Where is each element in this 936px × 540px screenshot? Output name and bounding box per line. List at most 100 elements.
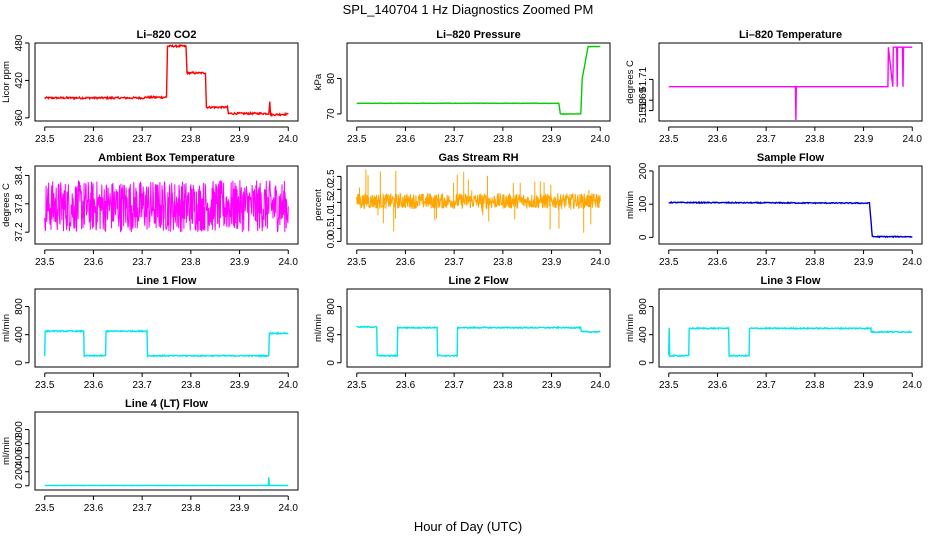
y-tick-label: 0 [326, 360, 337, 366]
y-tick-label: 2.5 [326, 169, 337, 183]
panel-grid: Li–820 CO2 23.5 23.6 23.7 23.8 23.9 24.0 360 420… [1, 29, 923, 514]
y-tick-label: 400 [14, 449, 25, 466]
x-tick-label: 23.7 [444, 257, 464, 268]
y-tick-label: 51.68 [638, 98, 649, 123]
x-tick-label: 23.6 [396, 134, 416, 145]
x-tick-label: 23.7 [756, 380, 776, 391]
y-axis-label: degrees C [625, 60, 636, 104]
y-tick-label: 100 [638, 195, 649, 212]
y-tick-label: 70 [326, 108, 337, 120]
y-tick-label: 360 [14, 109, 25, 126]
x-tick-label: 23.5 [659, 257, 679, 268]
y-tick-label: 0 [14, 360, 25, 366]
y-tick-label: 800 [326, 298, 337, 315]
x-tick-label: 23.9 [542, 257, 562, 268]
x-tick-label: 23.9 [854, 380, 874, 391]
y-axis-label: ml/min [1, 437, 12, 465]
y-tick-label: 400 [326, 326, 337, 343]
plot-frame [34, 411, 299, 491]
panel-6: Sample Flow 23.5 23.6 23.7 23.8 23.9 24.0 0 100 2… [625, 152, 923, 268]
y-tick-label: 38.4 [14, 165, 25, 185]
x-tick-label: 23.8 [181, 503, 201, 514]
plot-frame [658, 288, 923, 368]
x-tick-label: 23.8 [805, 380, 825, 391]
series-line [356, 192, 601, 211]
x-tick-label: 23.8 [181, 380, 201, 391]
x-tick-label: 24.0 [591, 380, 611, 391]
x-tick-label: 23.6 [84, 503, 104, 514]
plot-frame [34, 165, 299, 245]
x-tick-label: 23.7 [756, 134, 776, 145]
x-tick-label: 23.7 [132, 134, 152, 145]
panel-title: Line 4 (LT) Flow [125, 398, 208, 410]
x-tick-label: 23.6 [84, 380, 104, 391]
y-tick-label: 80 [326, 72, 337, 84]
y-tick-label: 0 [638, 234, 649, 240]
x-tick-label: 23.9 [542, 380, 562, 391]
x-tick-label: 23.5 [659, 380, 679, 391]
y-tick-label: 800 [638, 298, 649, 315]
plot-frame [34, 288, 299, 368]
panel-4: Ambient Box Temperature 23.5 23.6 23.7 23.8 2… [1, 152, 299, 268]
y-tick-label: 0.0 [326, 234, 337, 248]
x-tick-label: 23.6 [708, 257, 728, 268]
panel-title: Ambient Box Temperature [98, 152, 235, 164]
plot-frame [346, 165, 611, 245]
x-tick-label: 23.8 [493, 257, 513, 268]
series-line [668, 46, 913, 121]
x-tick-label: 24.0 [903, 134, 923, 145]
x-tick-label: 23.8 [181, 257, 201, 268]
x-tick-label: 24.0 [591, 257, 611, 268]
y-tick-label: 200 [638, 162, 649, 179]
x-tick-label: 23.8 [493, 134, 513, 145]
x-tick-label: 23.5 [347, 257, 367, 268]
panel-7: Line 1 Flow 23.5 23.6 23.7 23.8 23.9 24.0 0 400 8… [1, 275, 299, 391]
y-axis-label: ml/min [313, 314, 324, 342]
y-axis-label: degrees C [1, 183, 12, 227]
y-tick-label: 1.5 [326, 195, 337, 209]
series-line [356, 45, 601, 115]
panel-title: Line 2 Flow [449, 275, 509, 287]
x-tick-label: 23.7 [756, 257, 776, 268]
x-tick-label: 23.5 [347, 380, 367, 391]
x-tick-label: 24.0 [279, 134, 299, 145]
plot-frame [658, 165, 923, 245]
series-line [668, 200, 913, 239]
y-axis-label: kPa [313, 73, 324, 90]
panel-1: Li–820 CO2 23.5 23.6 23.7 23.8 23.9 24.0 360 420… [1, 29, 299, 145]
panel-title: Li–820 Temperature [739, 29, 842, 41]
y-tick-label: 200 [14, 463, 25, 480]
x-tick-label: 24.0 [279, 503, 299, 514]
y-tick-label: 51.69 [638, 87, 649, 112]
x-tick-label: 24.0 [591, 134, 611, 145]
x-tick-label: 24.0 [279, 380, 299, 391]
x-tick-label: 23.5 [659, 134, 679, 145]
x-tick-label: 24.0 [279, 257, 299, 268]
y-axis-label: ml/min [625, 191, 636, 219]
x-tick-label: 24.0 [903, 257, 923, 268]
x-tick-label: 23.7 [444, 134, 464, 145]
y-tick-label: 400 [638, 326, 649, 343]
panel-title: Li–820 Pressure [436, 29, 520, 41]
panel-title: Line 3 Flow [761, 275, 821, 287]
x-tick-label: 23.6 [708, 380, 728, 391]
series-line [44, 328, 289, 359]
x-tick-label: 23.9 [230, 503, 250, 514]
x-tick-label: 23.6 [84, 134, 104, 145]
x-tick-label: 24.0 [903, 380, 923, 391]
figure-title: SPL_140704 1 Hz Diagnostics Zoomed PM [343, 2, 594, 17]
y-tick-label: 420 [14, 72, 25, 89]
x-tick-label: 23.6 [84, 257, 104, 268]
panel-title: Line 1 Flow [137, 275, 197, 287]
y-tick-label: 0 [14, 483, 25, 489]
panel-2: Li–820 Pressure 23.5 23.6 23.7 23.8 23.9 24.0 7… [313, 29, 611, 145]
panel-9: Line 3 Flow 23.5 23.6 23.7 23.8 23.9 24.0 0 400 8… [625, 275, 923, 391]
x-tick-label: 23.9 [230, 380, 250, 391]
y-tick-label: 800 [14, 298, 25, 315]
x-tick-label: 23.7 [132, 380, 152, 391]
y-tick-label: 600 [14, 435, 25, 452]
x-tick-label: 23.9 [854, 257, 874, 268]
panel-5: Gas Stream RH 23.5 23.6 23.7 23.8 23.9 24.0 0.0… [313, 152, 611, 268]
x-tick-label: 23.5 [347, 134, 367, 145]
